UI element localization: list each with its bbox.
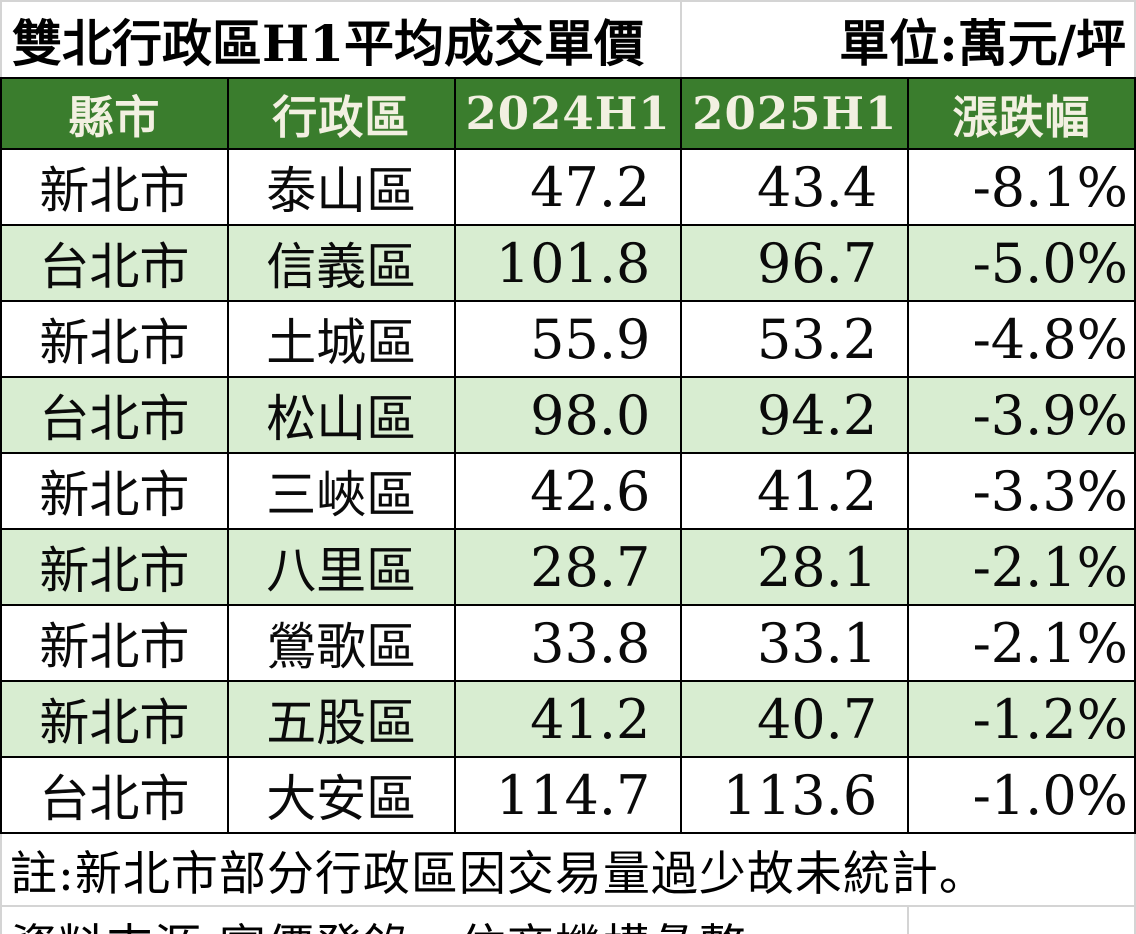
price-2025-cell: 113.6 [680, 756, 910, 834]
column-header-2025h1: 2025H1 [680, 77, 910, 150]
change-cell: -8.1% [907, 148, 1136, 226]
table-row: 新北市 五股區 41.2 40.7 -1.2% [0, 680, 1136, 758]
district-cell: 土城區 [226, 300, 456, 378]
table-row: 新北市 鶯歌區 33.8 33.1 -2.1% [0, 604, 1136, 682]
price-2024-cell: 55.9 [453, 300, 683, 378]
price-2025-cell: 40.7 [680, 680, 910, 758]
table-header-row: 縣市 行政區 2024H1 2025H1 漲跌幅 [0, 77, 1136, 150]
column-header-change: 漲跌幅 [907, 77, 1136, 150]
change-cell: -3.3% [907, 452, 1136, 530]
title-row: 雙北行政區H1平均成交單價 單位:萬元/坪 [0, 0, 1136, 79]
column-header-2024h1: 2024H1 [453, 77, 683, 150]
unit-label: 單位:萬元/坪 [680, 0, 1136, 79]
city-cell: 台北市 [0, 756, 229, 834]
change-cell: -4.8% [907, 300, 1136, 378]
change-cell: -2.1% [907, 528, 1136, 606]
city-cell: 新北市 [0, 300, 229, 378]
city-cell: 新北市 [0, 148, 229, 226]
city-cell: 新北市 [0, 528, 229, 606]
price-2025-cell: 41.2 [680, 452, 910, 530]
city-cell: 台北市 [0, 224, 229, 302]
district-cell: 信義區 [226, 224, 456, 302]
city-cell: 新北市 [0, 604, 229, 682]
page-title: 雙北行政區H1平均成交單價 [0, 0, 683, 79]
price-2024-cell: 28.7 [453, 528, 683, 606]
price-2024-cell: 33.8 [453, 604, 683, 682]
table-row: 台北市 大安區 114.7 113.6 -1.0% [0, 756, 1136, 834]
price-2025-cell: 33.1 [680, 604, 910, 682]
district-cell: 泰山區 [226, 148, 456, 226]
footnote-row: 註:新北市部分行政區因交易量過少故未統計。 [0, 832, 1136, 907]
table-row: 台北市 信義區 101.8 96.7 -5.0% [0, 224, 1136, 302]
change-cell: -3.9% [907, 376, 1136, 454]
price-2025-cell: 96.7 [680, 224, 910, 302]
price-2024-cell: 101.8 [453, 224, 683, 302]
change-cell: -5.0% [907, 224, 1136, 302]
district-cell: 松山區 [226, 376, 456, 454]
city-cell: 台北市 [0, 376, 229, 454]
price-2024-cell: 114.7 [453, 756, 683, 834]
column-header-city: 縣市 [0, 77, 229, 150]
district-cell: 八里區 [226, 528, 456, 606]
district-cell: 大安區 [226, 756, 456, 834]
change-cell: -2.1% [907, 604, 1136, 682]
change-cell: -1.0% [907, 756, 1136, 834]
table-row: 新北市 土城區 55.9 53.2 -4.8% [0, 300, 1136, 378]
table-row: 新北市 泰山區 47.2 43.4 -8.1% [0, 148, 1136, 226]
source-row: 資料來源:實價登錄、住商機構彙整。 [0, 905, 1136, 934]
empty-cell [907, 905, 1136, 934]
price-2024-cell: 98.0 [453, 376, 683, 454]
table-row: 新北市 八里區 28.7 28.1 -2.1% [0, 528, 1136, 606]
change-cell: -1.2% [907, 680, 1136, 758]
price-2025-cell: 28.1 [680, 528, 910, 606]
source-note: 資料來源:實價登錄、住商機構彙整。 [0, 905, 910, 934]
price-2024-cell: 41.2 [453, 680, 683, 758]
table-row: 新北市 三峽區 42.6 41.2 -3.3% [0, 452, 1136, 530]
price-2025-cell: 94.2 [680, 376, 910, 454]
district-cell: 五股區 [226, 680, 456, 758]
price-2025-cell: 43.4 [680, 148, 910, 226]
city-cell: 新北市 [0, 452, 229, 530]
city-cell: 新北市 [0, 680, 229, 758]
price-2025-cell: 53.2 [680, 300, 910, 378]
footnote: 註:新北市部分行政區因交易量過少故未統計。 [0, 832, 1136, 907]
column-header-district: 行政區 [226, 77, 456, 150]
district-cell: 三峽區 [226, 452, 456, 530]
price-2024-cell: 42.6 [453, 452, 683, 530]
price-2024-cell: 47.2 [453, 148, 683, 226]
district-cell: 鶯歌區 [226, 604, 456, 682]
table-row: 台北市 松山區 98.0 94.2 -3.9% [0, 376, 1136, 454]
